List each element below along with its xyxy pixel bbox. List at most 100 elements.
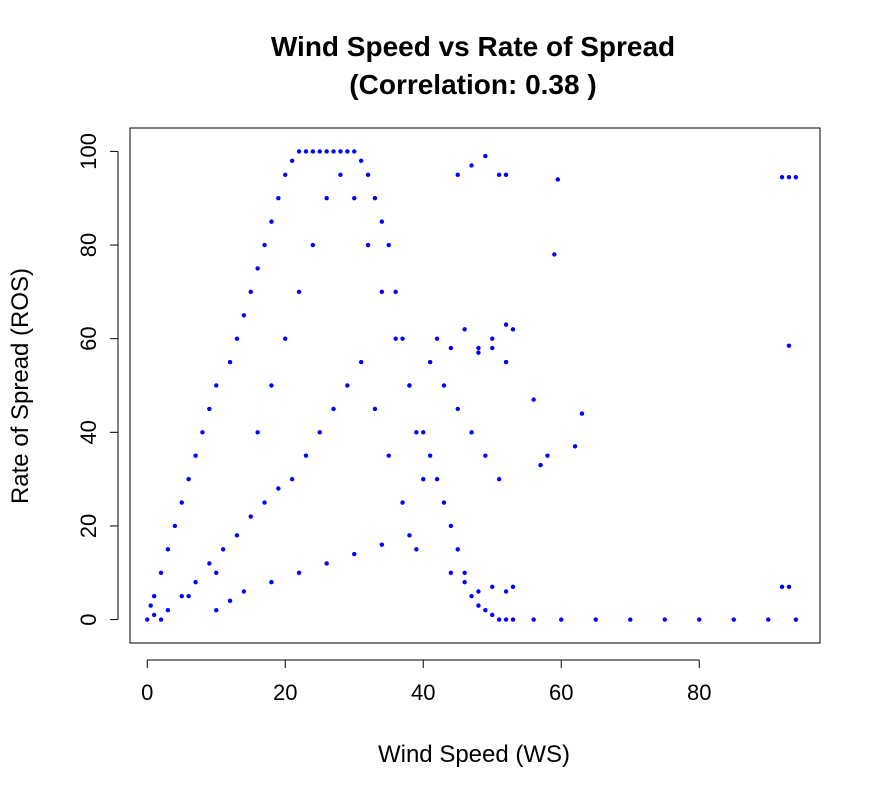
data-point [158, 617, 164, 622]
plot-frame [129, 127, 821, 644]
data-point [555, 177, 560, 182]
data-point [786, 343, 792, 348]
data-point [503, 172, 509, 178]
data-point [207, 406, 212, 412]
data-point [628, 617, 633, 622]
data-point [427, 359, 433, 365]
data-point [496, 617, 502, 622]
data-point [731, 617, 736, 622]
data-point [283, 172, 288, 178]
data-point [496, 172, 502, 178]
data-point [324, 561, 329, 566]
data-point [545, 453, 550, 458]
x-tick-label: 60 [549, 680, 573, 705]
data-point [200, 430, 205, 435]
data-point [365, 242, 371, 248]
data-point [207, 561, 212, 566]
data-point [538, 462, 543, 468]
data-point [193, 579, 198, 585]
data-point [269, 383, 274, 388]
data-point [151, 612, 157, 618]
data-point [255, 430, 260, 435]
x-axis-label: Wind Speed (WS) [378, 741, 570, 768]
data-point [448, 570, 454, 575]
data-point [434, 476, 440, 482]
data-point [476, 350, 481, 355]
data-point [779, 584, 785, 590]
data-point [476, 345, 481, 351]
data-point [310, 149, 316, 154]
data-point [448, 523, 454, 529]
data-point [476, 603, 481, 608]
data-point [503, 359, 509, 365]
data-point [165, 547, 171, 552]
data-point [289, 476, 295, 482]
data-point [214, 570, 219, 575]
data-point [331, 406, 336, 412]
data-point [372, 196, 378, 201]
data-point [407, 533, 412, 538]
chart-title: Wind Speed vs Rate of Spread [271, 31, 675, 62]
data-point [476, 589, 481, 594]
data-point [441, 383, 447, 388]
data-point [248, 514, 253, 519]
x-axis: 0 20 40 60 80 [141, 659, 711, 705]
data-point [490, 345, 495, 351]
data-point [214, 608, 219, 613]
data-points [145, 149, 799, 622]
data-point [289, 158, 295, 163]
data-point [227, 598, 233, 604]
data-point [448, 345, 454, 351]
data-point [248, 289, 253, 295]
data-point [186, 476, 191, 482]
data-point [386, 242, 391, 248]
data-point [148, 603, 153, 608]
data-point [262, 242, 267, 248]
data-point [269, 219, 274, 224]
data-point [358, 359, 364, 365]
data-point [779, 174, 785, 180]
data-point [227, 359, 233, 365]
data-point [786, 174, 792, 180]
data-point [262, 500, 267, 505]
data-point [462, 579, 467, 585]
data-point [317, 149, 322, 154]
data-point [345, 149, 350, 154]
data-point [234, 533, 240, 538]
y-axis-label: Rate of Spread (ROS) [7, 268, 34, 504]
data-point [296, 289, 302, 295]
data-point [379, 219, 385, 224]
data-point [365, 172, 371, 178]
data-point [793, 174, 799, 180]
data-point [296, 570, 302, 575]
data-point [503, 617, 509, 622]
x-tick-label: 80 [687, 680, 711, 705]
data-point [766, 617, 771, 622]
data-point [372, 406, 378, 412]
data-point [193, 453, 198, 458]
data-point [241, 313, 247, 318]
data-point [255, 266, 260, 271]
data-point [469, 593, 474, 599]
chart-subtitle: (Correlation: 0.38 ) [349, 69, 596, 100]
data-point [379, 289, 385, 295]
data-point [186, 593, 191, 599]
data-point [345, 383, 350, 388]
data-point [414, 430, 419, 435]
x-tick-label: 0 [141, 680, 153, 705]
data-point [400, 336, 405, 341]
data-point [462, 570, 467, 575]
data-point [310, 242, 316, 248]
data-point [151, 593, 157, 599]
data-point [697, 617, 702, 622]
data-point [455, 172, 460, 178]
data-point [455, 406, 460, 412]
data-point [179, 500, 184, 505]
data-point [593, 617, 598, 622]
data-point [510, 327, 516, 332]
data-point [552, 252, 557, 257]
data-point [421, 430, 426, 435]
data-point [400, 500, 405, 505]
data-point [379, 542, 385, 547]
